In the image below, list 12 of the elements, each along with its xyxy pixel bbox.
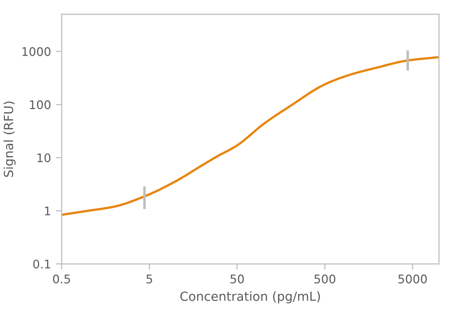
x-tick-label: 0.5 <box>53 274 70 284</box>
y-tick-label: 0.1 <box>33 260 50 269</box>
y-tick-label: 100 <box>30 100 50 110</box>
y-tick-label: 1 <box>45 206 50 216</box>
y-axis-title: Signal (RFU) <box>4 102 16 177</box>
x-tick-label: 50 <box>230 274 244 284</box>
y-tick-label: 10 <box>38 153 50 162</box>
x-tick-label: 500 <box>314 274 336 284</box>
x-axis-title: Concentration (pg/mL) <box>180 291 320 304</box>
x-tick-label: 5000 <box>398 274 427 284</box>
x-tick-label: 5 <box>146 274 152 284</box>
y-tick-label: 1000 <box>22 47 50 56</box>
